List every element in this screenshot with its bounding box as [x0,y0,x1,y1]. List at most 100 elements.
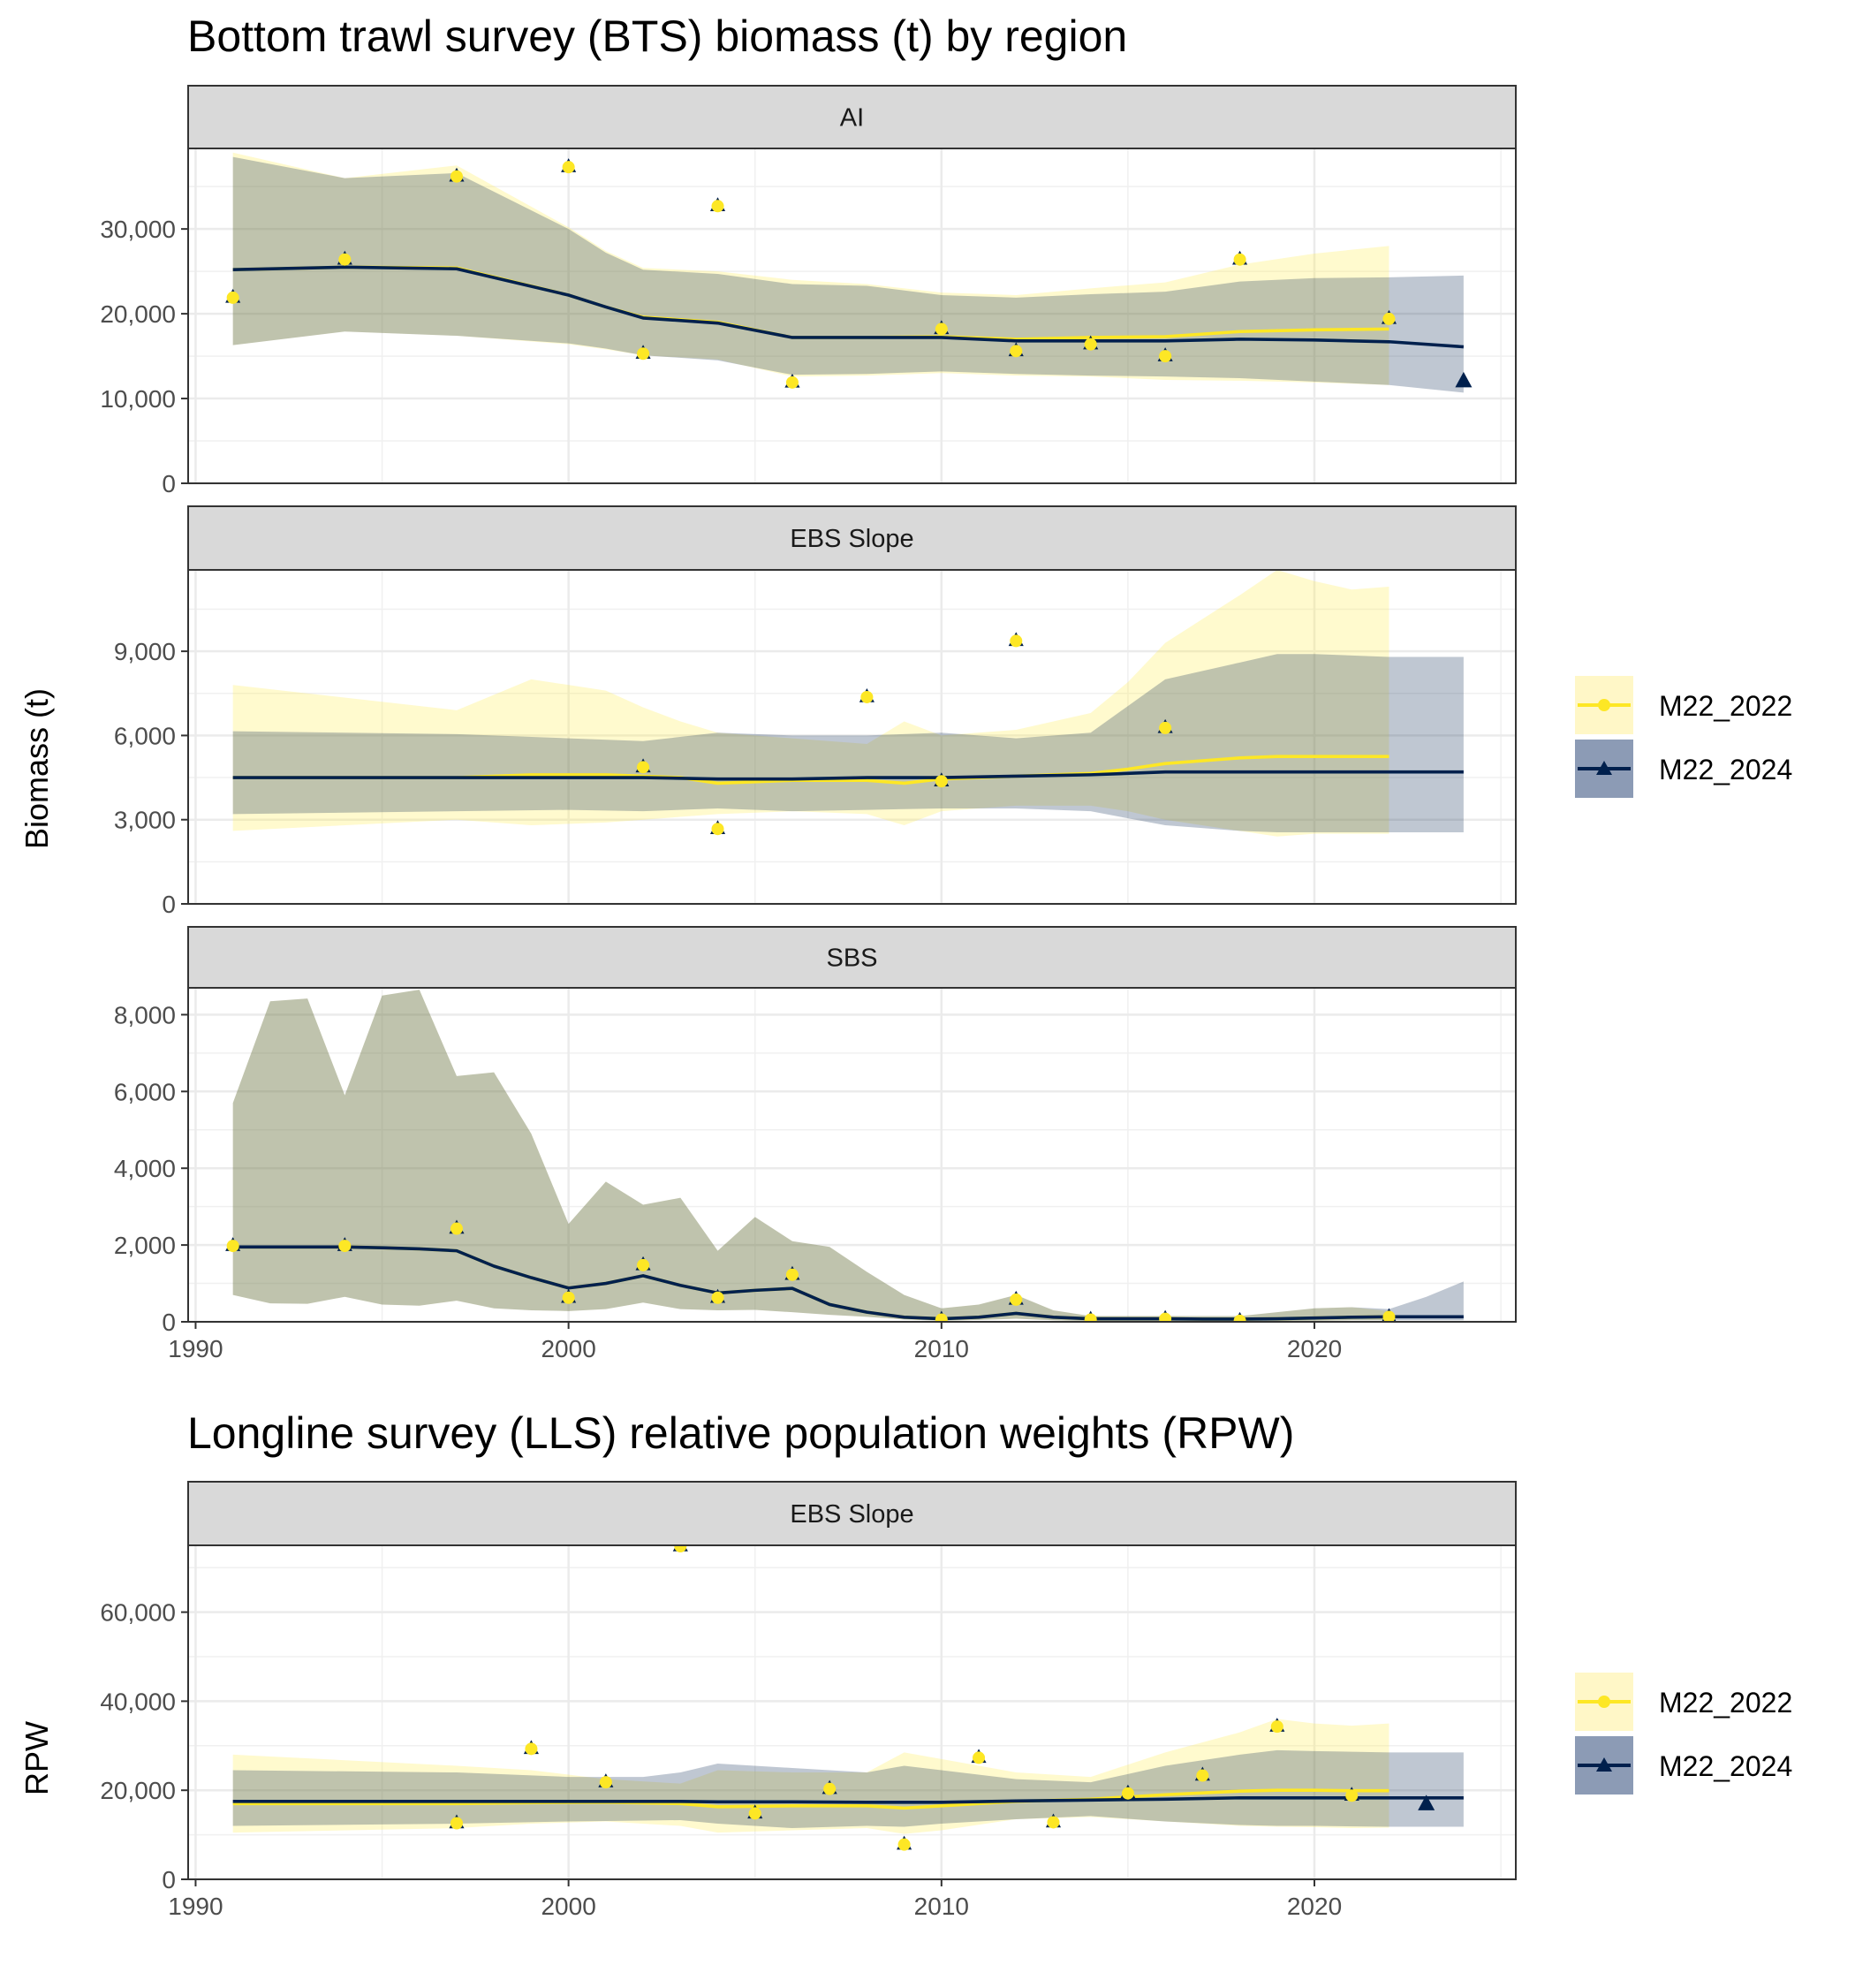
observation-point [1084,1313,1097,1322]
ci-band-m22-2024 [232,1749,1464,1829]
y-tick-label: 20,000 [100,1777,176,1804]
strip-background [187,1481,1517,1546]
panel-sbs: SBS 0 2,000 4,000 6,000 8,000 1990 2000 2010 2020 [114,926,1517,1362]
observation-point [450,1817,463,1830]
observation-point [711,1291,724,1304]
observation-point [599,1776,612,1789]
observation-point [562,1291,575,1304]
y-tick-label: 3,000 [114,807,176,834]
panels: AI 0 10,000 20,000 30,000 EBS Slope 0 3,000 6,00… [100,85,1517,1920]
observation-point [450,170,463,183]
strip-label: SBS [826,945,877,973]
observation-point [935,322,948,336]
strip-background [187,926,1517,989]
observation-triangle-new [1455,371,1473,388]
legend-label-m22-2024: M22_2024 [1659,1750,1792,1782]
panel-ebs-slope: EBS Slope 0 3,000 6,000 9,000 [114,505,1517,918]
panel-border [187,148,1517,484]
observation-point [785,1268,799,1281]
strip-background [187,85,1517,149]
legend-label-m22-2024: M22_2024 [1659,754,1792,785]
observation-point [1121,1787,1134,1800]
y-tick-label: 10,000 [100,385,176,413]
observation-point [1196,1769,1209,1782]
observation-point [1047,1816,1060,1829]
ci-band-m22-2024 [232,990,1464,1322]
legend-key-m22-2022-marker [1598,699,1610,711]
observation-point [1159,350,1172,363]
panel-border [187,569,1517,905]
bts-y-axis-title: Biomass (t) [19,688,55,849]
observation-point [562,161,575,174]
x-tick-label: 1990 [168,1335,223,1362]
observation-point [1233,253,1246,266]
legend-key-m22-2022-marker [1598,1696,1610,1708]
observation-triangle-new [1418,1795,1435,1810]
observation-point [711,823,724,836]
observation-point [637,761,650,774]
y-tick-label: 0 [162,1309,176,1336]
ci-band-m22-2022 [232,1719,1389,1834]
legend-key-m22-2024-marker [1596,1757,1612,1772]
plot-background [188,570,1516,904]
panel-ai: AI 0 10,000 20,000 30,000 [100,85,1517,497]
observation-point [1010,634,1023,648]
observation-point [525,1742,538,1756]
strip-label: EBS Slope [790,525,913,553]
plot-background [188,988,1516,1322]
y-tick-label: 6,000 [114,1078,176,1105]
observation-point [935,1313,948,1322]
panel-border [187,1544,1517,1880]
observation-point [897,1838,911,1851]
legend-label-m22-2022: M22_2022 [1659,690,1792,722]
lls-section-title: Longline survey (LLS) relative populatio… [187,1408,1294,1458]
observation-point [860,690,874,703]
y-tick-label: 0 [162,891,176,918]
estimate-line-m22-2024 [232,770,1464,781]
x-tick-label: 2000 [541,1893,595,1920]
observation-point [1270,1720,1283,1734]
y-tick-label: 40,000 [100,1688,176,1715]
ci-band-m22-2024 [232,156,1464,393]
observation-point [450,1222,463,1235]
observation-point [1382,312,1396,325]
y-tick-label: 20,000 [100,300,176,328]
observation-point [1084,338,1097,351]
y-tick-label: 6,000 [114,722,176,749]
ci-band-m22-2024 [232,654,1464,832]
gridlines [188,148,1516,485]
panel-ebs-slope: EBS Slope 0 20,000 40,000 60,000 1990 2000 2010… [100,1481,1517,1920]
estimate-line-m22-2022 [232,755,1389,785]
observation-point [1159,1312,1172,1322]
data-layer [232,570,1464,837]
lls-y-axis-title: RPW [19,1721,55,1795]
observation-point [785,376,799,389]
estimate-line-m22-2024 [232,1245,1464,1321]
x-tick-label: 2010 [914,1335,969,1362]
observation-point [226,291,239,304]
estimate-line-m22-2024 [232,265,1465,349]
observation-point [973,1751,986,1764]
observation-point [1233,1314,1246,1322]
y-tick-label: 30,000 [100,216,176,243]
estimate-line-m22-2024 [232,1795,1464,1804]
observation-point [748,1807,761,1820]
observation-point [1382,1310,1396,1322]
x-tick-label: 1990 [168,1893,223,1920]
strip-label: AI [840,104,864,133]
legend-lls: M22_2022 M22_2024 [1575,1673,1792,1795]
observation-point [823,1782,837,1795]
y-tick-label: 8,000 [114,1001,176,1028]
plot-background [188,148,1516,483]
x-tick-label: 2010 [914,1893,969,1920]
y-tick-label: 60,000 [100,1599,176,1627]
observation-point [1159,721,1172,734]
observation-point [1010,1293,1023,1306]
x-tick-label: 2000 [541,1335,595,1362]
plot-background [188,1545,1516,1879]
observation-point [637,1258,650,1271]
y-tick-label: 4,000 [114,1155,176,1182]
observation-point [637,347,650,360]
strip-label: EBS Slope [790,1500,913,1529]
